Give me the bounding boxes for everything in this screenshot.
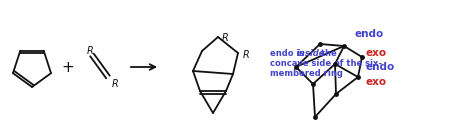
Text: the: the bbox=[318, 49, 337, 58]
Text: endo: endo bbox=[355, 29, 384, 39]
Text: membered ring: membered ring bbox=[270, 69, 343, 78]
Text: R: R bbox=[87, 46, 93, 56]
Text: endo: endo bbox=[366, 62, 395, 72]
Text: +: + bbox=[62, 59, 74, 75]
Text: endo is: endo is bbox=[270, 49, 307, 58]
Text: R: R bbox=[112, 79, 119, 89]
Text: concave side of the six-: concave side of the six- bbox=[270, 59, 382, 68]
Text: R: R bbox=[243, 50, 250, 60]
Text: inside: inside bbox=[297, 49, 325, 58]
Text: exo: exo bbox=[366, 48, 387, 58]
Text: R: R bbox=[222, 33, 229, 43]
Text: exo: exo bbox=[366, 77, 387, 87]
